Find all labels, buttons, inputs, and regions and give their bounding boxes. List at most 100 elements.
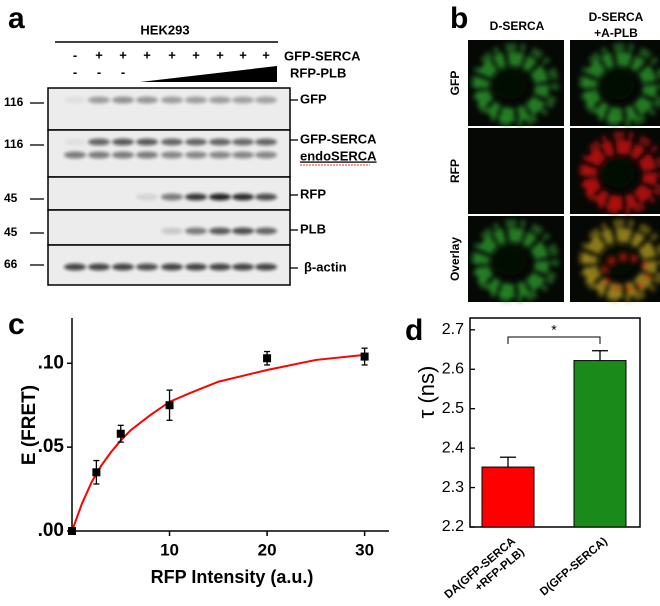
blot-band: [161, 96, 183, 104]
nucleus: [493, 70, 527, 100]
x-tick-label: 30: [355, 540, 374, 559]
row-label: Overlay: [448, 237, 462, 281]
blot-band: [209, 96, 231, 104]
cell-ring: [475, 228, 549, 298]
blot-band: [88, 138, 110, 146]
bar: [481, 466, 535, 528]
cell-ring: [471, 43, 559, 127]
nucleus: [493, 246, 527, 276]
lane-mark: -: [73, 47, 77, 62]
cell-signal: [471, 43, 559, 127]
blot-band: [232, 96, 254, 104]
error-bar: [500, 456, 516, 468]
cell-ring: [475, 52, 549, 122]
bar: [573, 360, 627, 528]
blot-band: [136, 96, 158, 104]
category-label: D(GFP-SERCA): [538, 535, 610, 598]
band-label: endoSERCA: [300, 148, 377, 163]
blot-band: [161, 151, 183, 159]
mw-label: 45: [4, 225, 18, 239]
data-point: [92, 468, 101, 477]
lane-mark: -: [97, 64, 101, 79]
band-label: GFP-SERCA: [300, 131, 377, 146]
data-point: [360, 352, 369, 361]
cell-ring: [579, 219, 660, 303]
x-tick-label: 20: [258, 540, 277, 559]
y-tick-label: .10: [38, 352, 64, 373]
blot-band: [112, 138, 134, 146]
lane-mark: +: [95, 47, 103, 62]
y-tick-label: 2.3: [442, 479, 464, 496]
blot-band: [209, 193, 231, 201]
lane-mark: +: [168, 47, 176, 62]
lane-mark: -: [121, 64, 125, 79]
band-label: PLB: [300, 221, 326, 236]
y-tick-label: 2.4: [442, 439, 464, 456]
blot-band: [255, 96, 277, 104]
blot-band: [255, 263, 277, 271]
row-label: RFP-PLB: [290, 65, 346, 80]
x-tick-label: 10: [160, 540, 179, 559]
blot-band: [161, 263, 183, 271]
data-point: [68, 527, 76, 535]
lane-mark: +: [192, 47, 200, 62]
lane-mark: +: [239, 47, 247, 62]
lane-mark: -: [73, 64, 77, 79]
panel-label: d: [405, 314, 423, 347]
band-label: GFP: [300, 91, 327, 106]
significance-bracket: [507, 336, 601, 344]
overlay-red: [601, 254, 651, 292]
cell-ring: [583, 52, 657, 122]
blot-band: [255, 151, 277, 159]
blot-band: [112, 96, 134, 104]
blot-band: [64, 263, 86, 271]
blot-band: [136, 151, 158, 159]
category-text: D(GFP-SERCA): [538, 535, 610, 598]
blot-box: [47, 209, 291, 246]
row-label: RFP: [448, 159, 462, 183]
band-label: RFP: [300, 186, 326, 201]
column-label: +A-PLB: [594, 26, 638, 40]
blot-band: [185, 227, 207, 235]
cell-signal: [579, 43, 660, 127]
panel-label: b: [450, 2, 468, 35]
cell-ring: [583, 228, 657, 298]
micrograph: [468, 128, 564, 214]
blot-band: [232, 138, 254, 146]
nucleus: [601, 246, 635, 276]
blot-band: [64, 138, 86, 146]
y-tick-label: 2.2: [442, 518, 464, 535]
blot-band: [209, 227, 231, 235]
cell-signal: [471, 219, 559, 303]
blot-band: [88, 263, 110, 271]
blot-band: [232, 151, 254, 159]
cell-ring: [579, 131, 660, 215]
row-label: GFP: [448, 71, 462, 96]
fit-curve: [71, 353, 365, 532]
blot-band: [161, 138, 183, 146]
band-label: β-actin: [304, 259, 347, 274]
blot-band: [88, 151, 110, 159]
data-point: [165, 401, 174, 410]
blot-band: [185, 193, 207, 201]
blot-band: [112, 151, 134, 159]
blot-band: [185, 151, 207, 159]
lane-mark: +: [216, 47, 224, 62]
significance-mark: *: [551, 322, 557, 338]
blot-band: [185, 96, 207, 104]
blot-band: [209, 263, 231, 271]
mw-label: 116: [4, 137, 24, 151]
error-bar: [592, 350, 608, 361]
y-tick-label: .05: [38, 436, 65, 457]
blot-box: [47, 176, 291, 211]
mw-label: 45: [4, 191, 18, 205]
data-point: [116, 429, 125, 438]
lane-mark: +: [262, 47, 270, 62]
y-tick-label: 2.5: [442, 400, 464, 417]
column-label: D-SERCA: [589, 10, 644, 24]
blot-band: [209, 138, 231, 146]
blot-band: [255, 138, 277, 146]
blot-band: [136, 138, 158, 146]
plot-frame: [469, 317, 641, 528]
